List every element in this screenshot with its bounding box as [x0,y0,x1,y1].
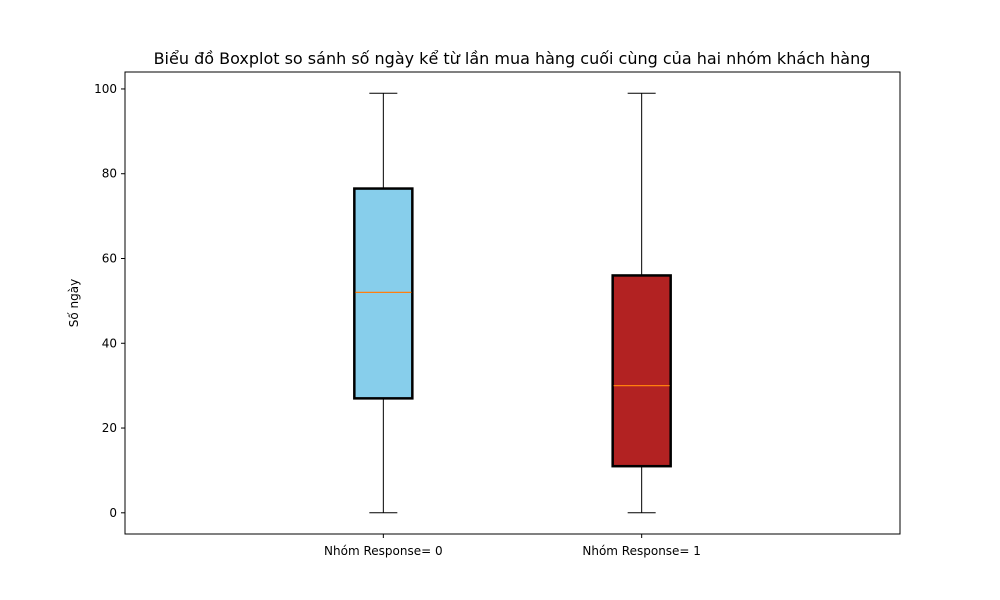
plot-frame [124,71,901,535]
y-tick-label: 40 [102,336,117,350]
y-axis-label: Số ngày [67,279,81,327]
plot-area: 0 20 40 60 80 100 Nhóm Response= 0 Nhóm Respons… [94,71,901,558]
y-tick-label: 100 [94,82,117,96]
box-iqr [611,274,672,468]
y-tick-label: 20 [102,421,117,435]
x-tick-label: Nhóm Response= 1 [582,544,701,558]
y-tick-label: 80 [102,167,117,181]
box-iqr [353,187,414,400]
x-tick-label: Nhóm Response= 0 [324,544,443,558]
y-tick-label: 60 [102,251,117,265]
chart-title: Biểu đồ Boxplot so sánh số ngày kể từ lầ… [154,49,871,68]
y-tick-label: 0 [109,506,117,520]
